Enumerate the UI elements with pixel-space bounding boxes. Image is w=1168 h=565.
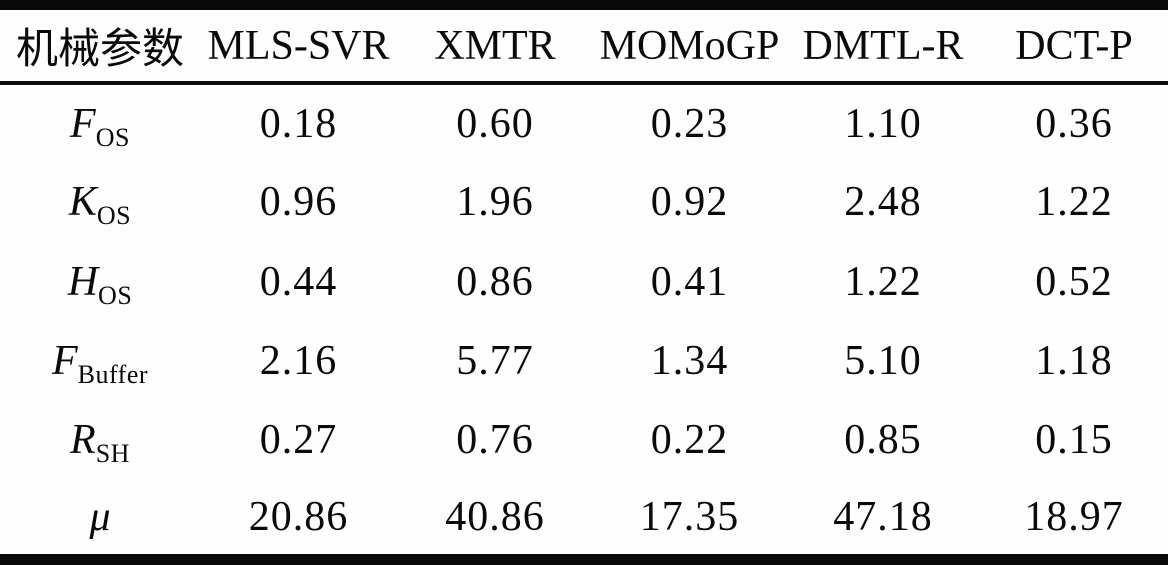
param-label-hos: HOS [0, 242, 200, 321]
param-subscript: OS [98, 280, 133, 310]
param-label-mu: μ [0, 480, 200, 559]
col-header-dct-p: DCT-P [980, 5, 1168, 85]
param-subscript: OS [96, 201, 132, 231]
param-label-rsh: RSH [0, 401, 200, 480]
param-label-fos: FOS [0, 83, 200, 162]
value-cell: 0.22 [650, 417, 729, 464]
col-header-mechanical-params: 机械参数 [0, 5, 200, 85]
value-cell: 5.10 [844, 337, 922, 384]
value-cell: 1.96 [456, 179, 534, 226]
value-cell: 5.77 [456, 337, 534, 384]
param-symbol: F [51, 337, 78, 384]
value-cell: 0.92 [650, 179, 729, 226]
value-cell: 1.18 [1035, 337, 1113, 384]
value-cell: 18.97 [1024, 494, 1124, 541]
value-cell: 0.27 [259, 417, 338, 464]
value-cell: 1.22 [844, 258, 922, 305]
value-cell: 1.10 [844, 100, 922, 147]
col-header-xmtr: XMTR [397, 5, 593, 85]
value-cell: 0.44 [259, 258, 338, 305]
value-cell: 0.18 [259, 100, 338, 147]
value-cell: 0.85 [844, 417, 922, 464]
param-symbol: F [70, 100, 96, 147]
value-cell: 0.52 [1035, 258, 1113, 305]
col-header-mls-svr: MLS-SVR [200, 5, 397, 85]
col-header-dmtl-r: DMTL-R [786, 5, 980, 85]
param-subscript: SH [95, 439, 130, 469]
param-symbol: K [68, 179, 97, 226]
table-row-rsh: RSH 0.27 0.76 0.22 0.85 0.15 [0, 401, 1168, 480]
value-cell: 0.36 [1035, 100, 1113, 147]
value-cell: 0.96 [259, 179, 338, 226]
param-label-fbuffer: FBuffer [0, 321, 200, 400]
param-symbol: μ [89, 494, 111, 541]
value-cell: 47.18 [833, 494, 933, 541]
param-subscript: OS [95, 122, 130, 152]
value-cell: 17.35 [639, 494, 740, 541]
param-symbol: R [70, 417, 96, 464]
value-cell: 0.86 [456, 258, 534, 305]
table-header-row: 机械参数 MLS-SVR XMTR MOMoGP DMTL-R DCT-P [0, 5, 1168, 85]
table-row-mu: μ 20.86 40.86 17.35 47.18 18.97 [0, 480, 1168, 559]
value-cell: 40.86 [445, 494, 545, 541]
table-row-fbuffer: FBuffer 2.16 5.77 1.34 5.10 1.18 [0, 321, 1168, 400]
table-row-hos: HOS 0.44 0.86 0.41 1.22 0.52 [0, 242, 1168, 321]
value-cell: 0.76 [456, 417, 534, 464]
value-cell: 0.41 [650, 258, 729, 305]
value-cell: 0.60 [456, 100, 534, 147]
param-subscript: Buffer [77, 359, 149, 389]
value-cell: 0.23 [650, 100, 729, 147]
value-cell: 20.86 [248, 494, 349, 541]
value-cell: 0.15 [1035, 417, 1113, 464]
param-label-kos: KOS [0, 162, 200, 241]
value-cell: 2.48 [844, 179, 922, 226]
value-cell: 2.16 [259, 337, 338, 384]
col-header-momogp: MOMoGP [593, 5, 786, 85]
table-row-fos: FOS 0.18 0.60 0.23 1.10 0.36 [0, 83, 1168, 162]
value-cell: 1.22 [1035, 179, 1113, 226]
table-row-kos: KOS 0.96 1.96 0.92 2.48 1.22 [0, 162, 1168, 241]
param-symbol: H [67, 258, 99, 305]
value-cell: 1.34 [650, 337, 729, 384]
